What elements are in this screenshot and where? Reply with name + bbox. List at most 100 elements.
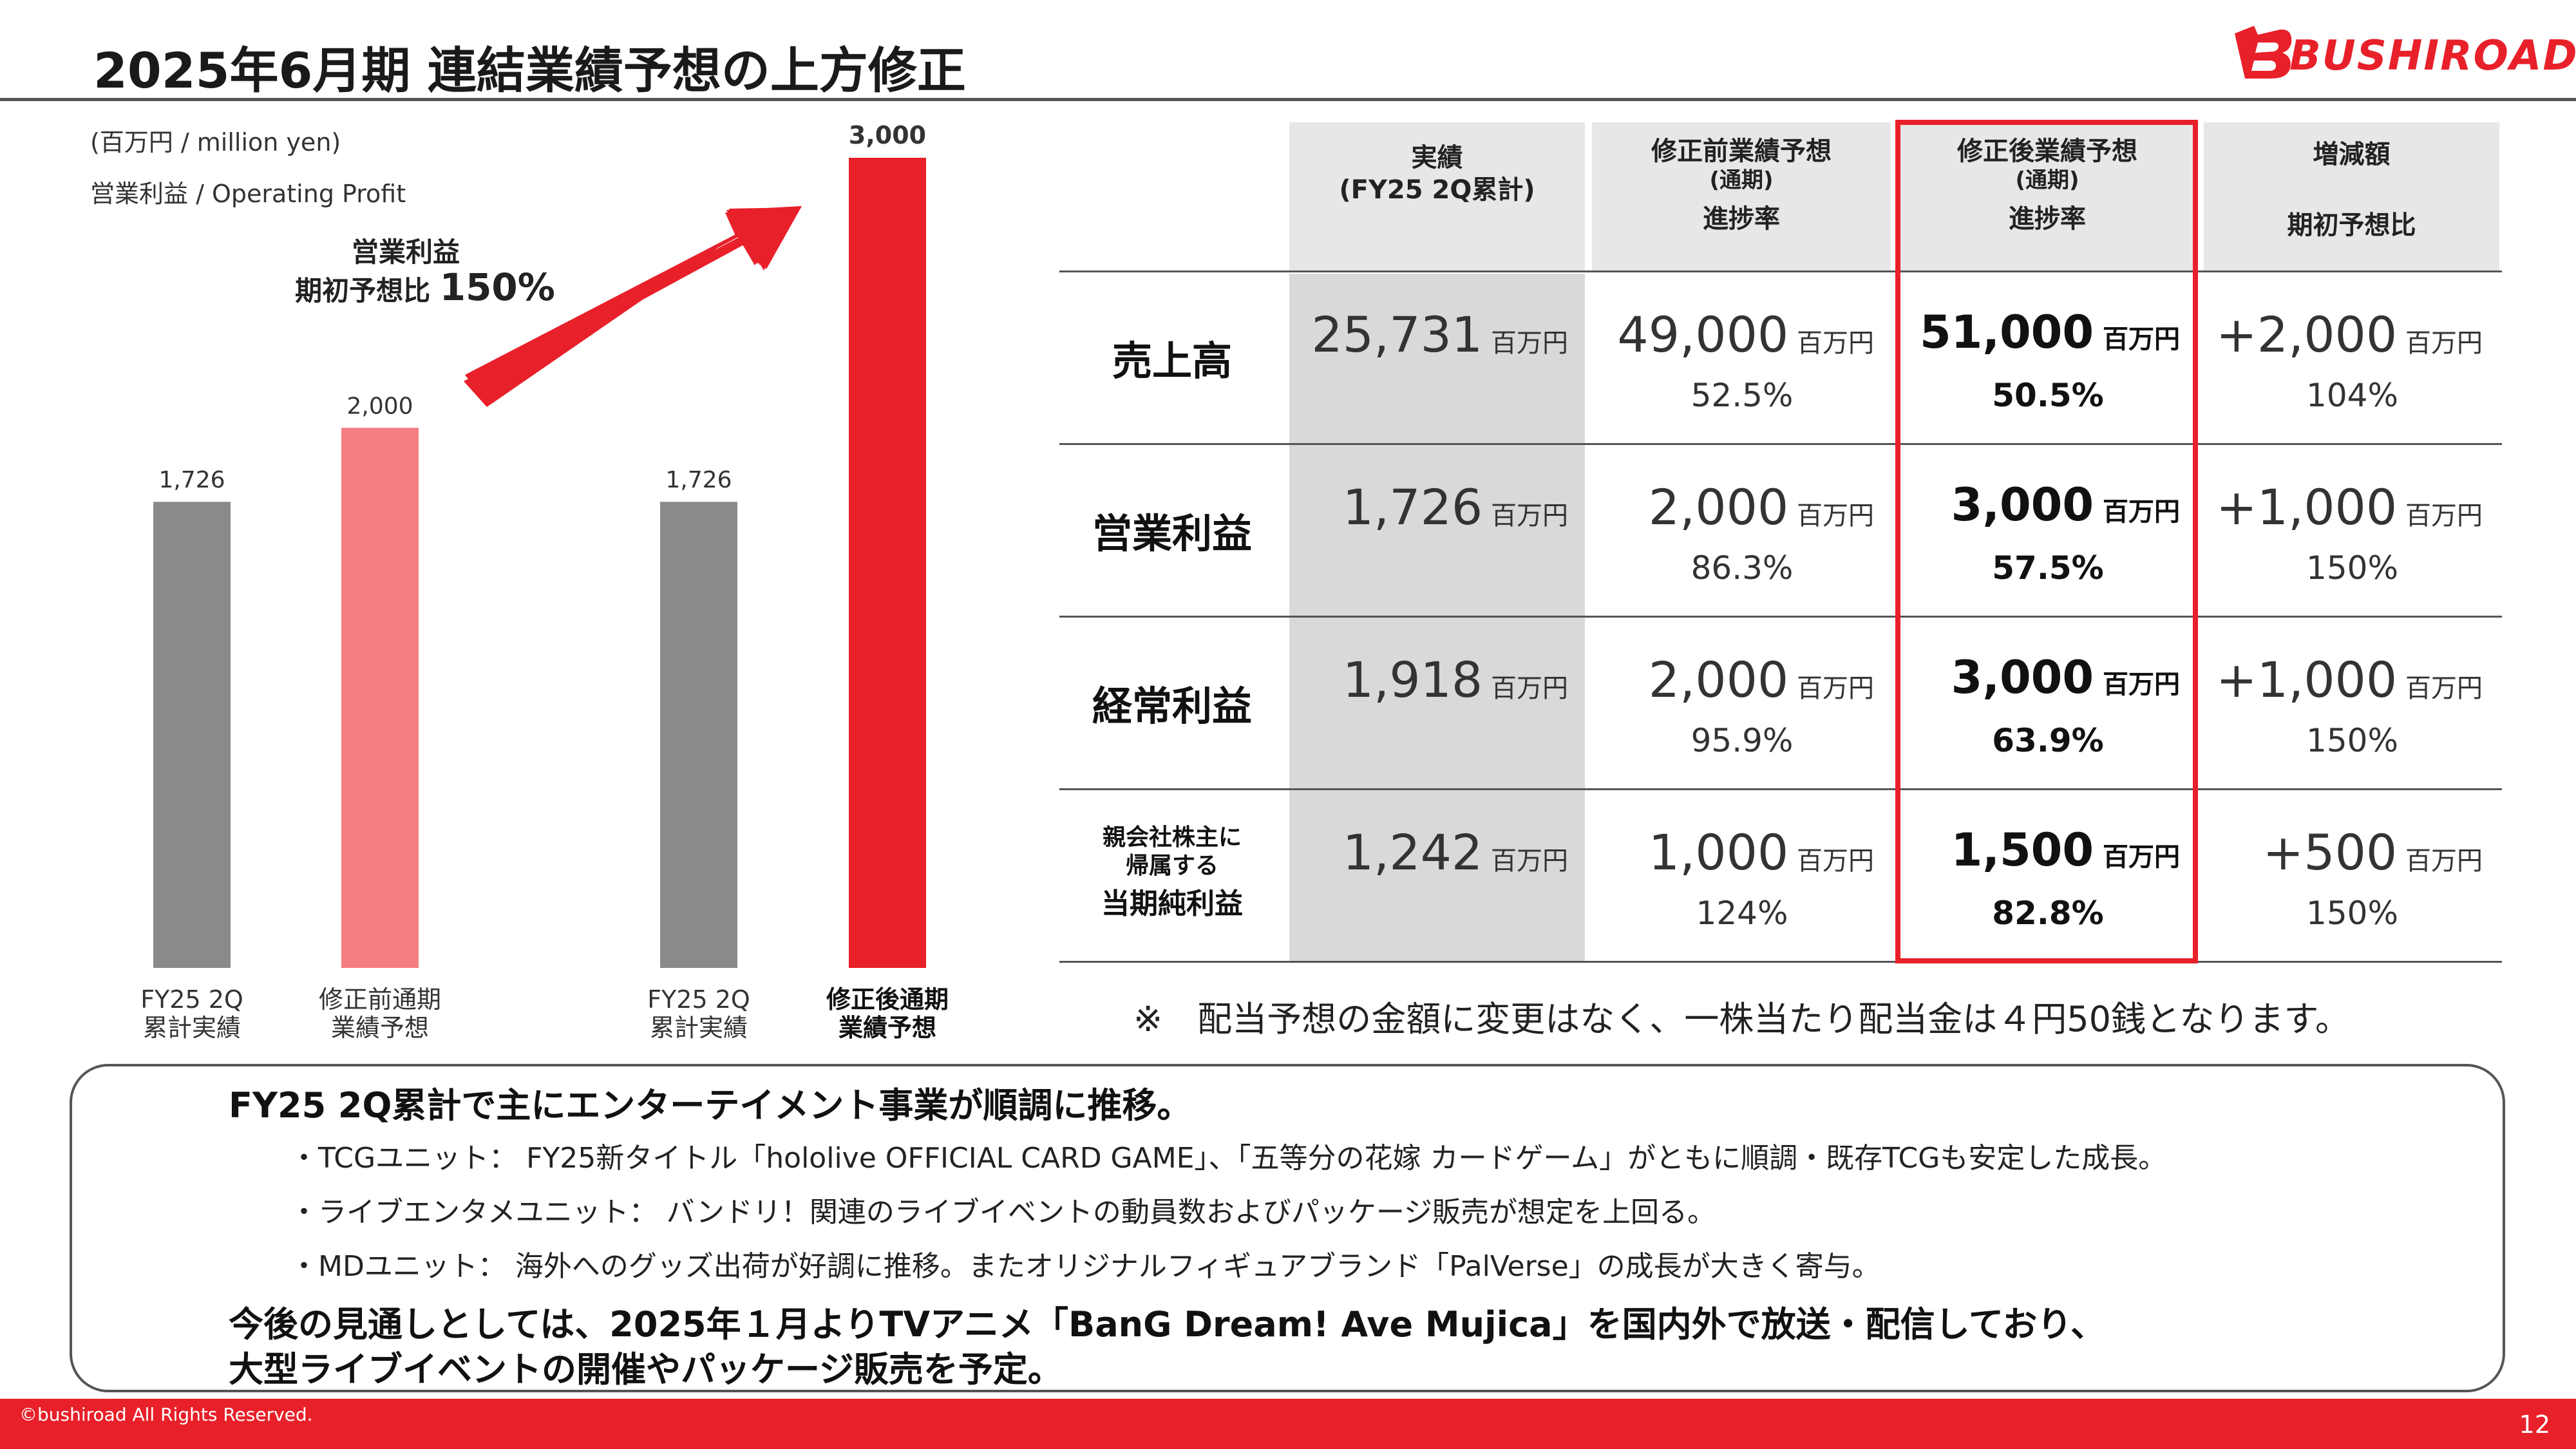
after-forecast-unit-2: 百万円 bbox=[2094, 497, 2180, 527]
difference-unit-2: 百万円 bbox=[2397, 501, 2483, 531]
before-forecast-rate-2: 86.3% bbox=[1690, 549, 1794, 587]
before-forecast-rate-1: 52.5% bbox=[1690, 377, 1794, 414]
difference-rate-1: 104% bbox=[2306, 377, 2398, 414]
table-rule-1 bbox=[1059, 270, 2502, 272]
after-forecast-rate-2: 57.5% bbox=[1992, 549, 2104, 587]
category-label-1: FY25 2Q 累計実績 bbox=[140, 985, 243, 1042]
bar-value-label-3: 1,726 bbox=[665, 467, 732, 493]
chart-bars bbox=[153, 158, 926, 968]
after-forecast-value-4: 1,500 百万円 bbox=[1897, 824, 2180, 876]
outlook-line-2: 大型ライブイベントの開催やパッケージ販売を予定。 bbox=[229, 1349, 1063, 1390]
chart-metric-label: 営業利益 / Operating Profit bbox=[90, 180, 406, 208]
up-right-arrow-icon bbox=[464, 206, 802, 407]
table-header-1: 実績 (FY25 2Q累計) bbox=[1289, 122, 1585, 270]
bar-1 bbox=[153, 502, 231, 968]
after-forecast-unit-4: 百万円 bbox=[2094, 842, 2180, 872]
bar-2 bbox=[341, 428, 419, 968]
bar-value-label-2: 2,000 bbox=[346, 393, 413, 419]
difference-rate-4: 150% bbox=[2306, 895, 2398, 932]
difference-number-4: +500 bbox=[2262, 824, 2398, 881]
chart-comment-title: 営業利益 bbox=[351, 236, 460, 268]
before-forecast-unit-3: 百万円 bbox=[1788, 674, 1874, 703]
after-forecast-rate-4: 82.8% bbox=[1992, 895, 2104, 932]
before-forecast-rate-4: 124% bbox=[1696, 895, 1788, 932]
outlook-line-1: 今後の見通しとしては、2025年１月よりTVアニメ「BanG Dream! Av… bbox=[229, 1304, 2106, 1345]
actual-unit-3: 百万円 bbox=[1482, 674, 1568, 703]
actual-value-1: 25,731 百万円 bbox=[1288, 306, 1568, 363]
footer-bar bbox=[0, 1399, 2576, 1449]
difference-value-1: +2,000 百万円 bbox=[2202, 306, 2483, 363]
actual-value-3: 1,918 百万円 bbox=[1288, 651, 1568, 708]
logo-wordmark: BUSHIROAD bbox=[2289, 32, 2576, 80]
bar-value-label-4: 3,000 bbox=[849, 121, 926, 149]
highlight-revised-forecast-frame bbox=[1895, 120, 2198, 963]
after-forecast-number-4: 1,500 bbox=[1951, 824, 2094, 876]
table-rule-5 bbox=[1059, 961, 2502, 963]
actual-unit-4: 百万円 bbox=[1482, 846, 1568, 876]
after-forecast-rate-3: 63.9% bbox=[1992, 722, 2104, 759]
before-forecast-value-1: 49,000 百万円 bbox=[1591, 306, 1874, 363]
before-forecast-number-2: 2,000 bbox=[1648, 478, 1789, 536]
page-title: 2025年6月期 連結業績予想の上方修正 bbox=[93, 42, 966, 99]
after-forecast-rate-1: 50.5% bbox=[1992, 377, 2104, 414]
before-forecast-rate-3: 95.9% bbox=[1690, 722, 1794, 759]
bar-value-label-1: 1,726 bbox=[158, 467, 225, 493]
before-forecast-unit-1: 百万円 bbox=[1788, 328, 1874, 358]
before-forecast-number-3: 2,000 bbox=[1648, 651, 1789, 708]
summary-bullet-live: ・ライブエンタメユニット： バンドリ！関連のライブイベントの動員数およびパッケー… bbox=[290, 1196, 1716, 1229]
copyright: ©bushiroad All Rights Reserved. bbox=[19, 1404, 313, 1425]
actual-value-2: 1,726 百万円 bbox=[1288, 478, 1568, 536]
bar-4 bbox=[849, 158, 926, 968]
actual-value-4: 1,242 百万円 bbox=[1288, 824, 1568, 881]
row-label-1: 売上高 bbox=[1112, 337, 1232, 384]
row-label-3: 経常利益 bbox=[1092, 683, 1252, 730]
after-forecast-value-3: 3,000 百万円 bbox=[1897, 651, 2180, 704]
before-forecast-number-1: 49,000 bbox=[1617, 306, 1789, 363]
actual-number-2: 1,726 bbox=[1342, 478, 1483, 536]
category-label-4: 修正後通期 業績予想 bbox=[826, 985, 949, 1042]
chart-comment-value: 150% bbox=[439, 265, 555, 309]
row-label-note-4: 親会社株主に 帰属する bbox=[1102, 824, 1242, 879]
row-label-2: 営業利益 bbox=[1092, 510, 1252, 557]
table-header-4: 増減額 期初予想比 bbox=[2204, 122, 2499, 270]
table-rule-3 bbox=[1059, 616, 2502, 618]
after-forecast-number-2: 3,000 bbox=[1951, 478, 2094, 531]
actual-unit-2: 百万円 bbox=[1482, 501, 1568, 531]
after-forecast-number-1: 51,000 bbox=[1919, 306, 2094, 359]
difference-value-4: +500 百万円 bbox=[2202, 824, 2483, 881]
difference-rate-2: 150% bbox=[2306, 549, 2398, 587]
difference-number-2: +1,000 bbox=[2216, 478, 2398, 536]
difference-number-1: +2,000 bbox=[2216, 306, 2398, 363]
table-header-2: 修正前業績予想 (通期) 進捗率 bbox=[1592, 122, 1891, 270]
actual-unit-1: 百万円 bbox=[1482, 328, 1568, 358]
summary-bullet-md: ・MDユニット： 海外へのグッズ出荷が好調に推移。またオリジナルフィギュアブラン… bbox=[290, 1250, 1880, 1283]
chart-value-labels: 1,726 2,000 1,726 3,000 bbox=[158, 121, 926, 493]
before-forecast-unit-4: 百万円 bbox=[1788, 846, 1874, 876]
dividend-note: ※ 配当予想の金額に変更はなく、一株当たり配当金は４円50銭となります。 bbox=[1133, 999, 2350, 1039]
page-number: 12 bbox=[2519, 1410, 2550, 1439]
after-forecast-value-2: 3,000 百万円 bbox=[1897, 478, 2180, 531]
summary-heading: FY25 2Q累計で主にエンターテイメント事業が順調に推移。 bbox=[229, 1085, 1192, 1126]
difference-value-3: +1,000 百万円 bbox=[2202, 651, 2483, 708]
table-rule-4 bbox=[1059, 788, 2502, 790]
operating-profit-chart: 1,726 2,000 1,726 3,000 bbox=[153, 121, 926, 968]
before-forecast-value-2: 2,000 百万円 bbox=[1591, 478, 1874, 536]
table-rule-2 bbox=[1059, 443, 2502, 445]
row-label-4: 当期純利益 bbox=[1101, 887, 1243, 920]
difference-rate-3: 150% bbox=[2306, 722, 2398, 759]
actual-number-1: 25,731 bbox=[1311, 306, 1483, 363]
chart-comment-prefix: 期初予想比 bbox=[295, 275, 431, 307]
difference-value-2: +1,000 百万円 bbox=[2202, 478, 2483, 536]
after-forecast-value-1: 51,000 百万円 bbox=[1897, 306, 2180, 359]
category-label-3: FY25 2Q 累計実績 bbox=[647, 985, 750, 1042]
actual-number-3: 1,918 bbox=[1342, 651, 1483, 708]
bushiroad-logo bbox=[2235, 26, 2292, 79]
chart-comment-ratio: 期初予想比 150% bbox=[245, 265, 605, 309]
summary-box bbox=[70, 1064, 2505, 1392]
bar-3 bbox=[660, 502, 737, 968]
after-forecast-unit-1: 百万円 bbox=[2094, 325, 2180, 354]
before-forecast-unit-2: 百万円 bbox=[1788, 501, 1874, 531]
summary-bullet-tcg: ・TCGユニット： FY25新タイトル「hololive OFFICIAL CA… bbox=[290, 1142, 2167, 1175]
table-header-3: 修正後業績予想 (通期) 進捗率 bbox=[1898, 122, 2197, 270]
title-divider bbox=[0, 98, 2576, 101]
